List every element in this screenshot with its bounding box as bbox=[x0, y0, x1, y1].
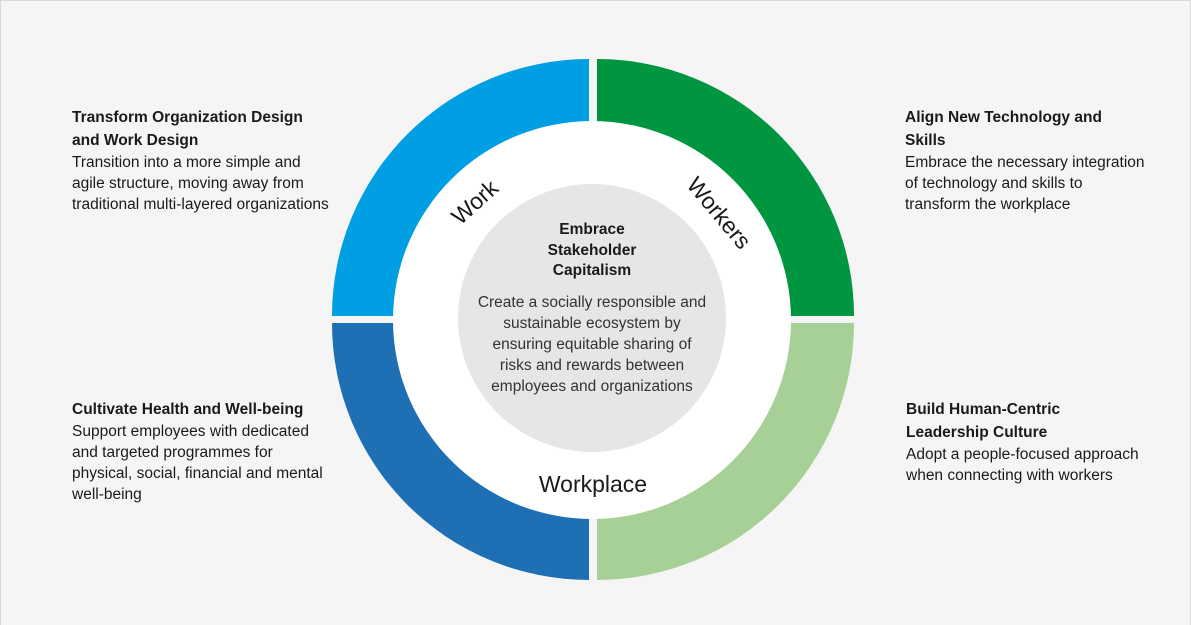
frame-border-left bbox=[0, 0, 1, 625]
block-body: Adopt a people-focused approach when con… bbox=[906, 446, 1139, 484]
block-title: Cultivate Health and Well-being bbox=[72, 401, 304, 418]
center-title: Embrace Stakeholder Capitalism bbox=[547, 221, 637, 279]
block-title: Build Human-Centric Leadership Culture bbox=[906, 401, 1061, 441]
frame-border-top bbox=[0, 0, 1191, 1]
center-content: Embrace Stakeholder Capitalism Create a … bbox=[466, 220, 718, 397]
block-title: Transform Organization Design and Work D… bbox=[72, 109, 303, 149]
block-body: Support employees with dedicated and tar… bbox=[72, 423, 323, 503]
block-bottom-right: Build Human-Centric Leadership Culture A… bbox=[906, 398, 1146, 486]
block-top-right: Align New Technology and Skills Embrace … bbox=[905, 106, 1145, 215]
ring-label-workplace: Workplace bbox=[539, 471, 647, 497]
block-top-left: Transform Organization Design and Work D… bbox=[72, 106, 332, 215]
center-description: Create a socially responsible and sustai… bbox=[477, 293, 707, 395]
center-grey-disc bbox=[458, 184, 726, 452]
block-bottom-left: Cultivate Health and Well-being Support … bbox=[72, 398, 332, 505]
block-body: Transition into a more simple and agile … bbox=[72, 154, 329, 213]
block-body: Embrace the necessary integration of tec… bbox=[905, 154, 1145, 213]
block-title: Align New Technology and Skills bbox=[905, 109, 1102, 149]
